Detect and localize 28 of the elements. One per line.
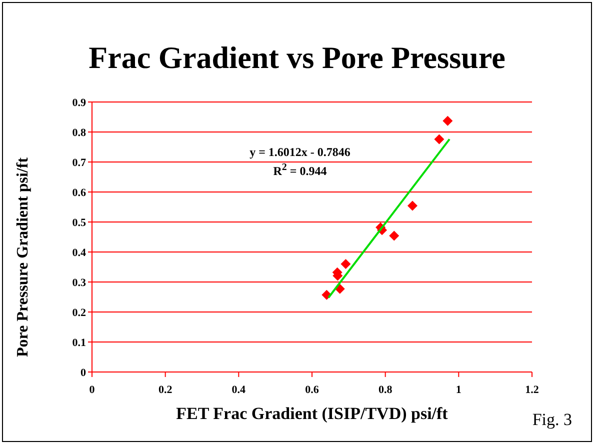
x-tick-label: 0.6 [305,384,320,396]
y-tick-label: 0.4 [72,246,86,259]
point [442,116,453,126]
y-tick-label: 0.2 [72,306,86,319]
y-tick-label: 0 [80,366,86,379]
y-axis-title: Pore Pressure Gradient psi/ft [14,156,32,357]
x-axis-title: FET Frac Gradient (ISIP/TVD) psi/ft [176,404,448,423]
point [407,200,418,211]
chart-title: Frac Gradient vs Pore Pressure [88,40,506,76]
x-tick-label: 1 [456,384,462,396]
y-tick-label: 0.7 [72,156,86,169]
y-tick-label: 0.1 [72,336,86,349]
x-tick-label: 0.8 [378,384,393,396]
x-tick-label: 0.2 [158,384,173,396]
caption: Fig. 3 [532,410,572,430]
y-tick-label: 0.8 [72,126,86,139]
x-tick-label: 0 [89,384,96,396]
point [340,259,351,269]
x-tick-label: 1.2 [525,384,540,396]
point [434,134,444,144]
annotation: R$^{2}$ = 0.944 [272,161,328,179]
y-tick-label: 0.6 [72,186,86,199]
y-tick-label: 0.3 [72,276,86,289]
y-tick-label: 0.5 [72,216,86,229]
y-tick-label: 0.9 [72,96,86,109]
annotation: y = 1.6012x - 0.7846 [248,144,352,160]
x-tick-label: 0.4 [232,384,246,396]
point [389,230,400,241]
